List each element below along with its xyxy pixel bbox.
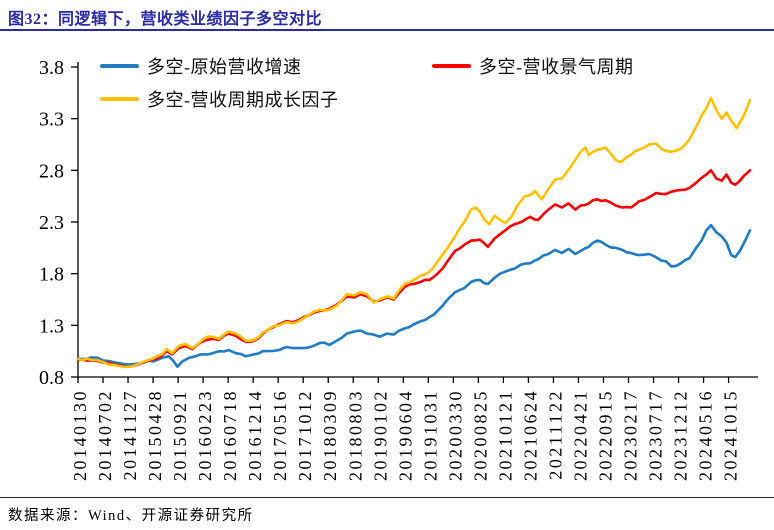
svg-text:0.8: 0.8 [39,367,64,389]
svg-text:20220915: 20220915 [595,389,615,481]
svg-text:20180309: 20180309 [320,389,340,481]
legend-item-red: 多空-营收景气周期 [432,55,634,77]
svg-text:20231212: 20231212 [671,389,691,481]
svg-text:20160223: 20160223 [195,389,215,481]
svg-text:2.8: 2.8 [39,160,64,182]
data-source: 数据来源：Wind、开源证券研究所 [8,508,254,524]
svg-text:20190604: 20190604 [395,389,415,481]
svg-text:20180803: 20180803 [345,389,365,481]
svg-text:20150428: 20150428 [145,389,165,481]
svg-text:20140702: 20140702 [95,389,115,481]
svg-text:20200330: 20200330 [445,389,465,481]
svg-text:1.8: 1.8 [39,264,64,286]
legend-label: 多空-营收景气周期 [479,57,634,77]
svg-text:3.3: 3.3 [39,109,64,131]
title-divider [0,29,774,31]
legend-item-yellow: 多空-营收周期成长因子 [100,88,339,110]
footer-divider [0,497,774,498]
svg-text:20160718: 20160718 [220,389,240,481]
svg-text:20170516: 20170516 [270,389,290,481]
svg-text:20140130: 20140130 [70,389,90,481]
figure-title: 图32：同逻辑下，营收类业绩因子多空对比 [8,11,323,28]
svg-text:20200825: 20200825 [470,389,490,481]
svg-text:20171012: 20171012 [295,389,315,481]
svg-text:20161214: 20161214 [245,389,265,481]
svg-text:20210624: 20210624 [520,389,540,481]
svg-text:20190102: 20190102 [370,389,390,481]
red-line-swatch [432,64,471,68]
svg-text:20191031: 20191031 [420,389,440,481]
legend-item-blue: 多空-原始营收增速 [100,55,302,77]
svg-text:20230717: 20230717 [646,389,666,481]
svg-text:20210121: 20210121 [495,389,515,481]
svg-text:3.8: 3.8 [39,57,64,79]
legend-label: 多空-原始营收增速 [147,57,302,77]
svg-text:20240516: 20240516 [696,389,716,481]
svg-text:20150921: 20150921 [170,389,190,481]
svg-text:1.3: 1.3 [39,315,64,337]
svg-text:2.3: 2.3 [39,212,64,234]
svg-text:20241015: 20241015 [721,389,741,481]
blue-line-swatch [100,64,139,68]
svg-text:20141127: 20141127 [120,389,140,480]
svg-text:20230217: 20230217 [621,389,641,481]
svg-text:20220421: 20220421 [570,389,590,481]
svg-text:20211122: 20211122 [545,389,565,480]
yellow-line-swatch [100,97,139,101]
legend-label: 多空-营收周期成长因子 [147,90,339,110]
